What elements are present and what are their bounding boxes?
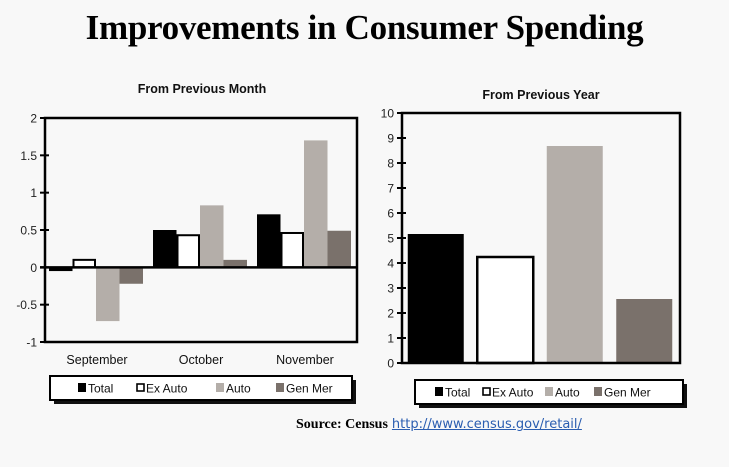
y-tick-label: -1	[26, 336, 37, 350]
x-tick-label: November	[276, 353, 334, 367]
legend-label-ex-auto: Ex Auto	[146, 382, 188, 396]
chart-from-previous-month: From Previous Month -1 -0.5 0 0.5 1 1.5 2 Sept…	[16, 82, 359, 404]
bar-october-ex-auto	[176, 234, 200, 269]
source-label: Source: Census	[296, 417, 388, 432]
legend-swatch-auto	[545, 387, 553, 396]
left-x-axis: September October November	[66, 353, 333, 367]
chart-from-previous-year: From Previous Year 0 1 2 3 4 5 6 7 8 9 10 Total Ex …	[381, 88, 687, 408]
right-legend: Total Ex Auto Auto Gen Mer	[414, 379, 687, 408]
y-tick-label: 2	[30, 112, 37, 126]
main-title: Improvements in Consumer Spending	[85, 8, 644, 47]
right-y-axis: 0 1 2 3 4 5 6 7 8 9 10	[381, 107, 406, 371]
bar-total	[407, 234, 464, 363]
legend-label-gen-mer: Gen Mer	[604, 386, 651, 400]
bar-october-total	[153, 230, 177, 268]
y-tick-label: 6	[387, 207, 394, 221]
legend-swatch-ex-auto	[136, 383, 145, 392]
bar-october-auto	[200, 205, 224, 268]
bar-gen-mer	[616, 299, 673, 363]
bar-november-gen-mer	[327, 230, 351, 268]
y-tick-label: 3	[387, 282, 394, 296]
source-line: Source: Census http://www.census.gov/reta…	[296, 417, 582, 433]
legend-swatch-gen-mer	[594, 387, 602, 396]
legend-label-auto: Auto	[226, 382, 251, 396]
legend-label-total: Total	[445, 386, 470, 400]
bar-ex-auto	[476, 255, 535, 365]
bar-november-auto	[304, 140, 328, 268]
y-tick-label: 2	[387, 307, 394, 321]
legend-swatch-auto	[216, 383, 224, 392]
y-tick-label: 0	[387, 357, 394, 371]
y-tick-label: 0.5	[20, 224, 37, 238]
right-chart-title: From Previous Year	[482, 88, 599, 102]
left-chart-title: From Previous Month	[138, 82, 266, 96]
bar-auto	[546, 146, 603, 363]
y-tick-label: 9	[387, 132, 394, 146]
y-tick-label: 0	[30, 261, 37, 275]
legend-swatch-total	[435, 387, 443, 396]
y-tick-label: 1	[387, 332, 394, 346]
bar-october-gen-mer	[223, 259, 247, 268]
y-tick-label: 1	[30, 186, 37, 200]
y-tick-label: 1.5	[20, 149, 37, 163]
x-tick-label: October	[179, 353, 223, 367]
legend-swatch-gen-mer	[276, 383, 284, 392]
legend-swatch-ex-auto	[482, 387, 491, 396]
y-tick-label: 5	[387, 232, 394, 246]
legend-box	[49, 375, 353, 401]
y-tick-label: 8	[387, 157, 394, 171]
bar-september-auto	[96, 267, 120, 322]
bar-september-total	[49, 267, 73, 272]
legend-label-ex-auto: Ex Auto	[492, 386, 534, 400]
bar-september-gen-mer	[119, 267, 143, 284]
legend-label-total: Total	[88, 382, 113, 396]
left-chart-bars	[49, 140, 351, 322]
legend-label-auto: Auto	[555, 386, 580, 400]
bar-november-total	[257, 214, 281, 268]
legend-label-gen-mer: Gen Mer	[286, 382, 333, 396]
y-tick-label: 4	[387, 257, 394, 271]
source-link[interactable]: http://www.census.gov/retail/	[391, 417, 582, 432]
y-tick-label: 10	[381, 107, 395, 121]
legend-swatch-total	[78, 383, 86, 392]
right-chart-bars	[407, 146, 673, 365]
left-y-axis: -1 -0.5 0 0.5 1 1.5 2	[16, 112, 49, 350]
left-legend: Total Ex Auto Auto Gen Mer	[49, 375, 356, 404]
y-tick-label: -0.5	[16, 298, 37, 312]
y-tick-label: 7	[387, 182, 394, 196]
bar-november-ex-auto	[280, 231, 304, 269]
x-tick-label: September	[66, 353, 127, 367]
